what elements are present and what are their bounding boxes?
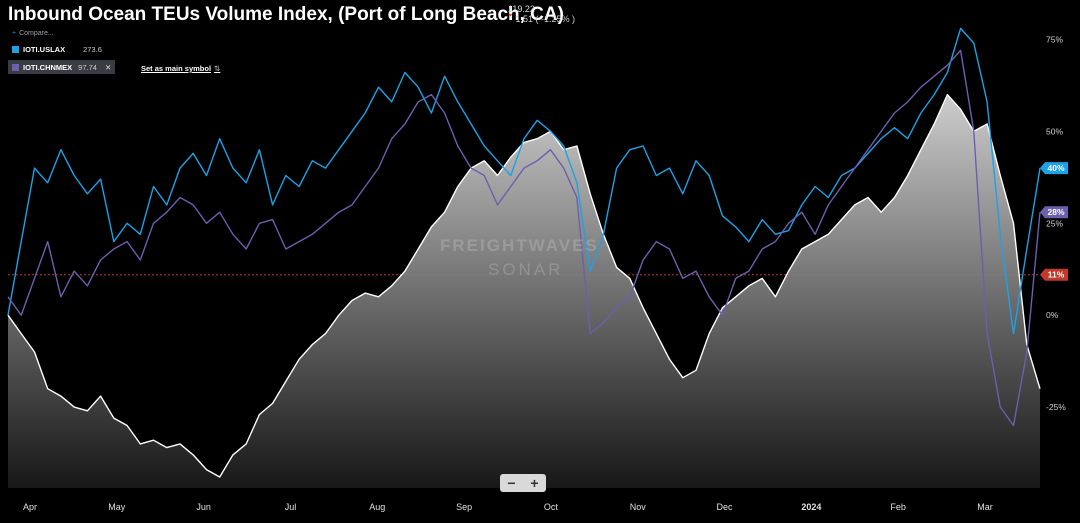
watermark-line2: SONAR [488, 260, 564, 279]
last-value: 119.22 [508, 4, 535, 14]
compare-button[interactable]: + Compare... [12, 30, 54, 37]
end-badge-label: 40% [1047, 163, 1064, 173]
end-badge-label: 28% [1047, 207, 1064, 217]
symbol-name: IOTI.USLAX [23, 44, 66, 54]
x-tick-label: Dec [717, 502, 734, 512]
compare-label: Compare... [19, 30, 54, 37]
set-main-symbol-link[interactable]: Set as main symbol ⇅ [141, 64, 220, 73]
end-badge-2 [1040, 268, 1068, 281]
close-icon[interactable]: ✕ [104, 62, 112, 72]
series-area-0 [8, 94, 1040, 488]
x-tick-label: Jun [196, 502, 211, 512]
zoom-in-button[interactable]: + [530, 475, 539, 491]
plus-icon: + [12, 30, 17, 37]
y-tick-label: 0% [1046, 310, 1059, 320]
x-tick-label: Oct [544, 502, 559, 512]
x-tick-label: Aug [369, 502, 385, 512]
zoom-control: − + [500, 474, 546, 492]
swap-icon: ⇅ [214, 64, 221, 73]
series-line-1 [7, 27, 1041, 335]
symbol-row-chnmex[interactable]: IOTI.CHNMEX 97.74 ✕ [8, 60, 116, 74]
page-title: Inbound Ocean TEUs Volume Index, (Port o… [8, 4, 564, 25]
watermark-line1: FREIGHTWAVES [440, 236, 599, 255]
change-value: 1.51 ( -1.25% ) [515, 14, 575, 24]
series-line-0 [7, 93, 1041, 478]
x-tick-label: May [108, 502, 126, 512]
x-tick-label: 2024 [801, 502, 821, 512]
end-badge-label: 11% [1048, 270, 1065, 280]
set-main-symbol-label: Set as main symbol [141, 64, 212, 73]
symbol-value: 97.74 [78, 62, 97, 72]
series-line-2 [7, 49, 1041, 427]
x-tick-label: Mar [977, 502, 993, 512]
symbol-value: 273.6 [83, 44, 102, 54]
down-arrow-icon: 🢓 [508, 14, 513, 24]
x-tick-label: Feb [890, 502, 906, 512]
y-tick-label: 25% [1046, 218, 1063, 228]
x-tick-label: Jul [285, 502, 297, 512]
symbol-name: IOTI.CHNMEX [23, 62, 73, 72]
price-readout: 119.22 🢓 1.51 ( -1.25% ) [508, 4, 575, 24]
x-tick-label: Nov [630, 502, 647, 512]
end-badge-1 [1040, 206, 1068, 219]
y-tick-label: 50% [1046, 126, 1063, 136]
chnmex-swatch [12, 63, 19, 71]
end-badge-0 [1040, 162, 1068, 175]
uslax-swatch [12, 45, 19, 53]
y-tick-label: -25% [1046, 402, 1066, 412]
symbol-row-uslax[interactable]: IOTI.USLAX 273.6 [12, 42, 102, 56]
zoom-out-button[interactable]: − [507, 475, 516, 491]
x-tick-label: Apr [23, 502, 37, 512]
x-tick-label: Sep [456, 502, 472, 512]
y-tick-label: 75% [1046, 34, 1063, 44]
